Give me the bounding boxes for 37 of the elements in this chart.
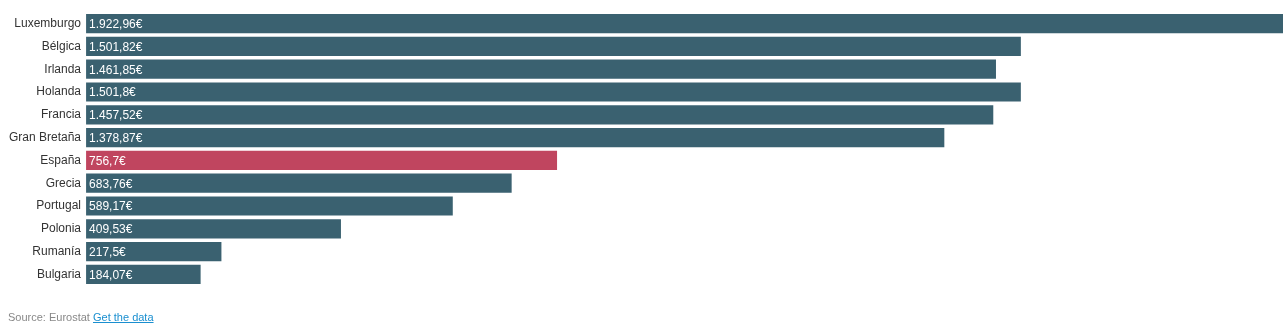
data-label: 1.501,82€ <box>89 39 143 54</box>
source-note: Source: Eurostat <box>8 311 90 323</box>
bar <box>86 59 996 79</box>
y-tick-label: Gran Bretaña <box>8 129 82 144</box>
bar <box>86 36 1021 56</box>
bar <box>86 196 453 216</box>
y-tick-label: Bulgaria <box>37 266 82 281</box>
y-tick-label: Portugal <box>36 198 82 213</box>
text: Get the data <box>93 311 154 323</box>
bar <box>86 173 512 193</box>
data-label: 1.378,87€ <box>89 130 143 145</box>
data-label: 217,5€ <box>89 244 127 259</box>
y-tick-label: Rumanía <box>32 243 82 258</box>
data-label: 184,07€ <box>89 267 133 282</box>
data-label: 1.922,96€ <box>89 16 143 31</box>
data-label: 1.461,85€ <box>89 62 143 77</box>
data-label: 756,7€ <box>89 153 127 168</box>
bar <box>86 219 341 239</box>
y-tick-label: Grecia <box>45 175 82 190</box>
y-tick-label: Irlanda <box>44 61 82 76</box>
data-label: 589,17€ <box>89 199 133 214</box>
y-tick-label: Holanda <box>36 84 82 99</box>
bar <box>86 14 1283 34</box>
bar <box>86 128 945 148</box>
y-tick-label: España <box>40 152 82 167</box>
data-label: 683,76€ <box>89 176 133 191</box>
y-tick-label: Francia <box>41 107 82 122</box>
bar <box>86 150 558 170</box>
y-tick-label: Polonia <box>41 221 82 236</box>
y-tick-label: Luxemburgo <box>14 15 82 30</box>
bar <box>86 105 994 125</box>
bar <box>86 242 222 262</box>
data-label: 1.501,8€ <box>89 85 137 100</box>
data-label: 1.457,52€ <box>89 108 143 123</box>
y-tick-label: Bélgica <box>41 38 82 53</box>
bar <box>86 82 1021 102</box>
data-label: 409,53€ <box>89 222 133 237</box>
